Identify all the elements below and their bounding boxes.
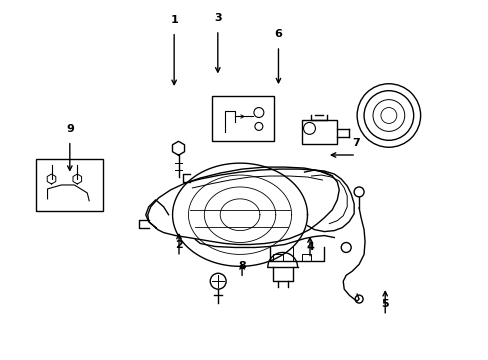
Text: 6: 6 <box>274 29 282 39</box>
Text: 2: 2 <box>175 240 183 250</box>
Text: 8: 8 <box>238 261 245 271</box>
Text: 9: 9 <box>66 124 74 134</box>
Bar <box>301 121 337 144</box>
Bar <box>36 159 103 211</box>
Bar <box>301 255 311 261</box>
Bar <box>272 255 282 261</box>
Bar <box>212 96 273 141</box>
Text: 4: 4 <box>305 242 313 252</box>
Text: 1: 1 <box>170 15 178 25</box>
Text: 3: 3 <box>214 13 221 23</box>
Text: 5: 5 <box>381 299 388 309</box>
Text: 7: 7 <box>351 138 359 148</box>
